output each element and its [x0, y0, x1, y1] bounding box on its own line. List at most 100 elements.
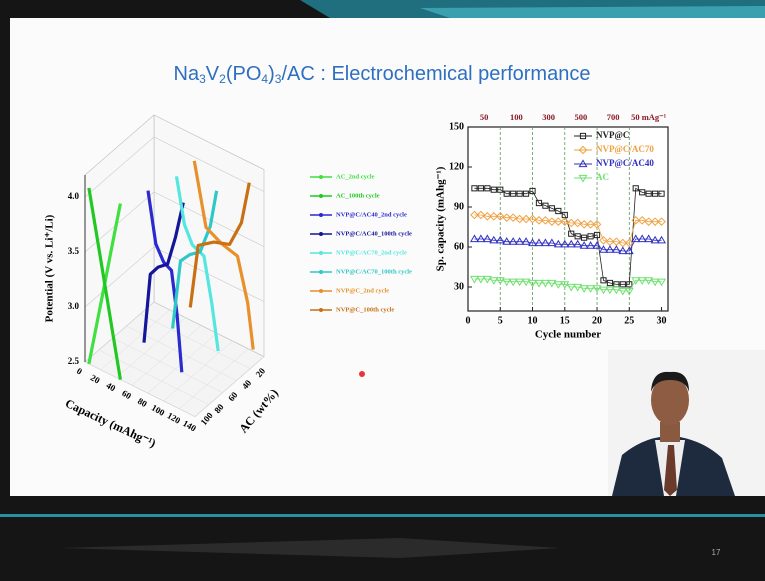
data-point: [650, 278, 660, 287]
legend-marker: [319, 213, 323, 217]
data-point: [508, 213, 518, 222]
legend-marker: [319, 175, 323, 179]
data-point: [587, 233, 594, 240]
data-point: [586, 285, 596, 293]
rate-label: 100: [510, 112, 523, 122]
data-point: [560, 239, 570, 248]
y-tick-label: 150: [449, 121, 464, 132]
series-line: [474, 187, 662, 285]
laser-pointer: [359, 371, 365, 377]
data-point: [476, 234, 486, 243]
data-point: [522, 190, 530, 197]
grid-line: [100, 309, 170, 370]
data-point: [476, 275, 486, 284]
data-point: [489, 235, 499, 244]
data-point: [592, 220, 602, 229]
presenter: [608, 350, 765, 496]
data-point: [561, 211, 568, 219]
title-part: ): [268, 63, 275, 85]
rate-label: 300: [542, 112, 555, 122]
y-tick-label: 30: [454, 281, 464, 292]
data-point: [554, 217, 563, 226]
data-point: [471, 185, 478, 192]
data-point: [529, 187, 536, 195]
curve: [171, 190, 219, 329]
legend-label: AC: [596, 172, 609, 182]
data-point: [489, 212, 499, 221]
data-point: [566, 218, 576, 228]
presenter-hair: [651, 371, 689, 392]
rate-label: 700: [607, 112, 620, 122]
data-point: [482, 275, 492, 284]
data-point: [521, 278, 531, 287]
x-tick-label: 5: [498, 315, 503, 326]
data-point: [515, 237, 525, 245]
data-point: [483, 212, 492, 221]
data-point: [645, 190, 652, 197]
data-point: [624, 287, 634, 296]
data-point: [574, 233, 581, 240]
data-point: [644, 277, 654, 285]
grid-line: [194, 356, 265, 417]
data-point: [618, 246, 628, 255]
data-point: [631, 277, 641, 285]
legend-label: NVP@C_100th cycle: [336, 306, 394, 313]
data-point: [573, 218, 582, 228]
legend-label: AC_2nd cycle: [336, 173, 375, 180]
legend-marker: [319, 232, 323, 236]
data-point: [553, 239, 563, 248]
grid-line: [163, 340, 233, 402]
data-point: [566, 239, 576, 248]
page-number: 17: [712, 548, 721, 557]
data-point: [534, 279, 544, 288]
rate-label: 50: [480, 112, 489, 122]
data-point: [521, 214, 531, 224]
x-tick-label: 15: [560, 315, 570, 326]
y-tick-label: 90: [454, 201, 464, 212]
slide-title: Na3V2(PO4)3/AC : Electrochemical perform…: [174, 63, 591, 86]
data-point: [592, 285, 602, 293]
data-point: [508, 237, 518, 245]
data-point: [476, 210, 486, 220]
data-point: [535, 199, 543, 207]
data-point: [508, 278, 518, 287]
data-point: [573, 239, 583, 248]
top-accent-light: [420, 6, 765, 18]
y-tick-label: 3.5: [68, 246, 80, 256]
data-point: [469, 275, 479, 284]
data-point: [637, 216, 647, 225]
grid-line: [84, 191, 265, 253]
legend-label: NVP@C: [596, 130, 629, 140]
legend-label: NVP@C_2nd cycle: [336, 287, 389, 294]
legend-label: NVP@C/AC40: [596, 158, 654, 168]
data-point: [599, 245, 608, 253]
legend-marker: [319, 251, 323, 255]
title-sub: 3: [199, 72, 206, 86]
data-point: [579, 241, 589, 249]
data-point: [586, 241, 596, 249]
y-axis-title: Sp. capacity (mAhg⁻¹): [435, 166, 447, 271]
grid-line: [140, 313, 251, 369]
data-point: [619, 281, 626, 288]
data-point: [568, 230, 575, 237]
grid-line: [84, 301, 155, 363]
x-axis-title: Cycle number: [535, 329, 601, 341]
data-point: [624, 246, 634, 255]
data-point: [477, 185, 485, 192]
data-point: [599, 286, 608, 295]
y-tick-label: 3.0: [68, 301, 80, 311]
data-point: [631, 234, 641, 243]
data-point: [515, 278, 525, 287]
title-sub: 2: [219, 72, 226, 86]
data-point: [547, 238, 557, 247]
x-tick-label: 0: [75, 366, 84, 377]
data-point: [644, 217, 653, 226]
y-tick-label: 60: [454, 241, 464, 252]
legend-marker: [319, 308, 323, 312]
data-point: [560, 281, 570, 289]
data-point: [495, 277, 505, 285]
bottom-sheen: [60, 538, 560, 558]
